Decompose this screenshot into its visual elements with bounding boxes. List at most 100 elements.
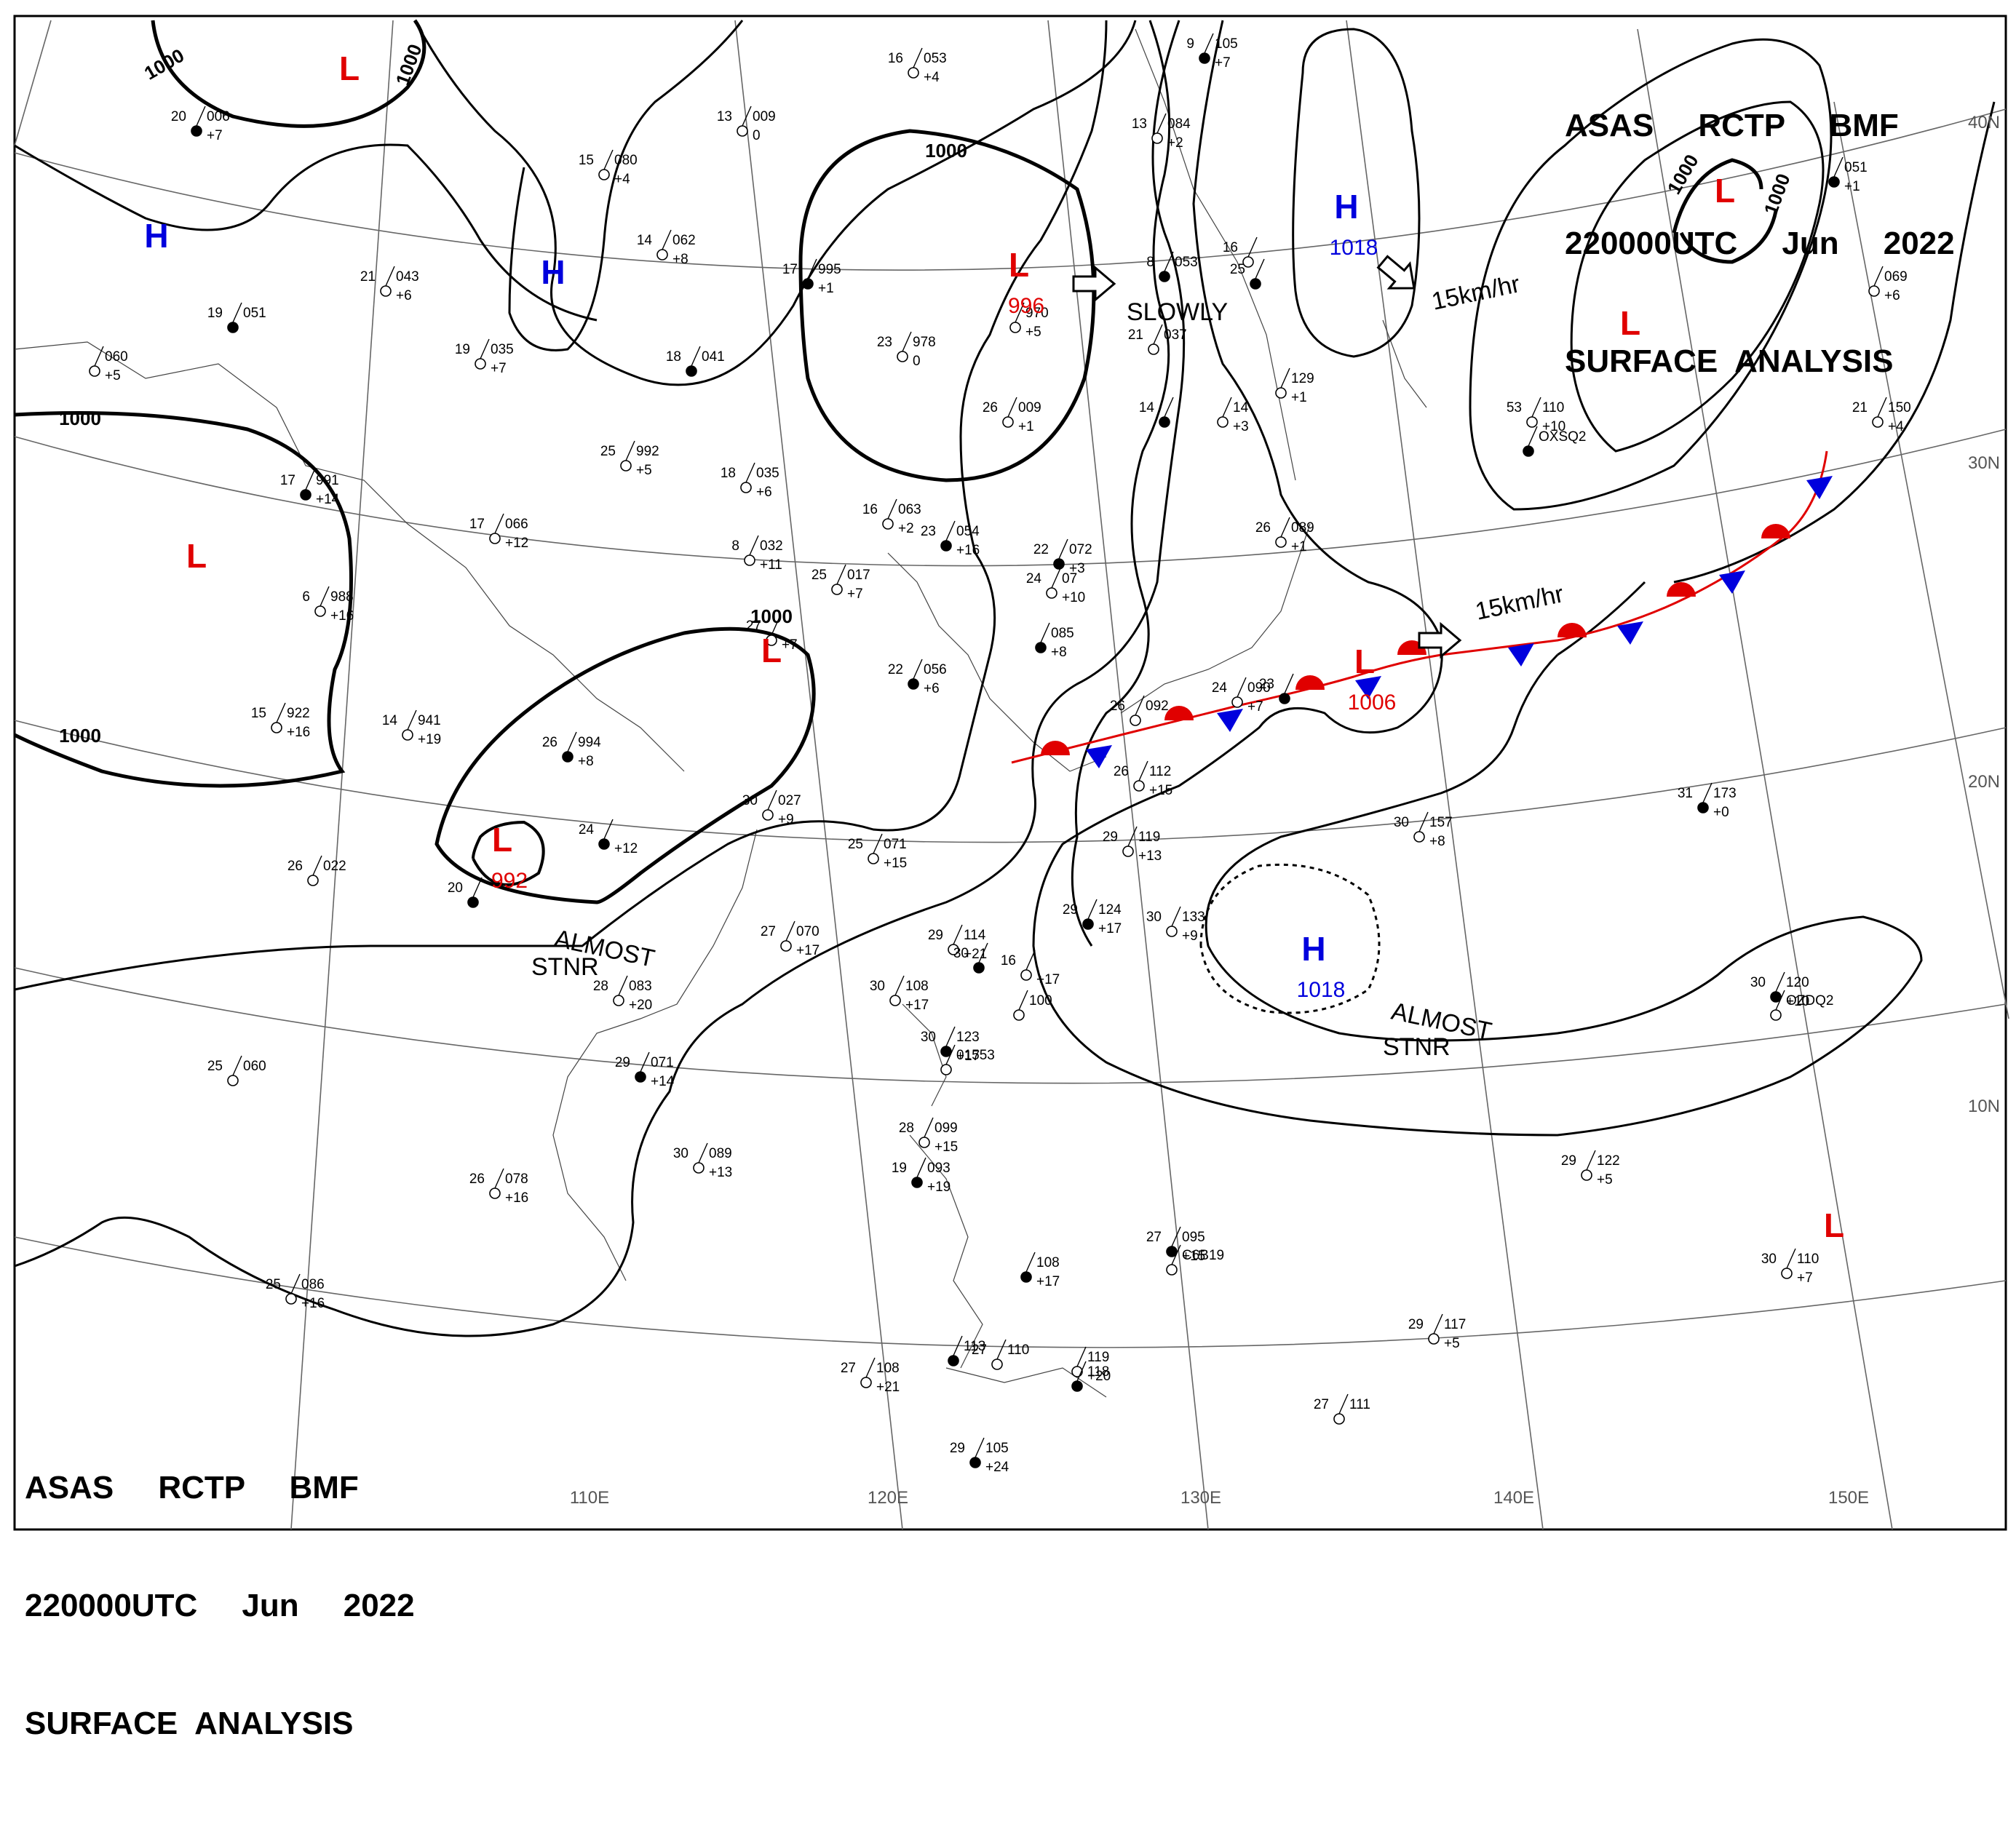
station-pressure: 119 (1087, 1350, 1109, 1365)
station-circle-icon (911, 1177, 923, 1188)
station-circle-icon (1166, 1264, 1178, 1276)
station-pressure: 970 (1025, 306, 1049, 321)
wind-barb-icon (1076, 1361, 1087, 1382)
station-pressure-tendency: +15 (1182, 1249, 1205, 1264)
station-pressure-tendency: +5 (636, 463, 652, 478)
station-temperature: 30 (673, 1146, 688, 1161)
center-pressure-label: 992 (491, 869, 528, 893)
station-pressure-tendency: +4 (924, 70, 940, 85)
station-circle-icon (1122, 846, 1134, 857)
wind-barb-icon (625, 440, 635, 461)
wind-barb-icon (1135, 695, 1145, 716)
station-plot: 17 066 +12 (469, 513, 528, 551)
station-circle-icon (635, 1071, 646, 1083)
station-plot: 18 041 (666, 346, 725, 377)
station-circle-icon (1009, 322, 1021, 333)
station-circle-icon (562, 751, 574, 763)
station-plot: 23 (1259, 673, 1294, 704)
station-pressure: 01553 (956, 1048, 995, 1063)
wind-barb-icon (232, 1055, 242, 1076)
station-circle-icon (831, 584, 843, 595)
station-pressure: 112 (1149, 764, 1171, 779)
wind-barb-icon (1873, 266, 1884, 287)
station-plot: 25 071 +15 (848, 833, 907, 871)
station-plot: OXSQ2 (1523, 426, 1586, 457)
station-plot: 060+5 (89, 346, 128, 383)
wind-barb-icon (1833, 156, 1844, 178)
station-pressure-tendency: +11 (760, 557, 782, 573)
station-circle-icon (1526, 416, 1538, 428)
station-pressure-tendency: +7 (207, 128, 223, 143)
center-pressure-label: 1018 (1330, 236, 1378, 260)
station-circle-icon (1428, 1333, 1440, 1345)
coastline (909, 1134, 983, 1369)
coastline (1382, 319, 1427, 408)
station-pressure-tendency: +10 (1062, 590, 1085, 605)
isobar-line (413, 20, 1137, 386)
station-pressure: 14 (1233, 400, 1249, 415)
station-circle-icon (314, 605, 326, 617)
station-plot: 28 099 +15 (899, 1117, 958, 1155)
station-circle-icon (489, 1188, 501, 1199)
station-pressure: OZDQ2 (1786, 993, 1833, 1009)
station-pressure-tendency: +1 (1291, 390, 1307, 405)
station-circle-icon (744, 554, 755, 566)
station-temperature: 30 (1750, 975, 1766, 990)
station-plot: 22 056 +6 (888, 659, 947, 696)
wind-barb-icon (1531, 397, 1541, 418)
meridian-line (14, 20, 52, 146)
station-circle-icon (467, 896, 479, 908)
station-temperature: 31 (1678, 786, 1693, 801)
station-circle-icon (598, 838, 610, 850)
station-pressure: 157 (1429, 815, 1453, 830)
station-plot: 26 092 (1110, 695, 1169, 726)
station-circle-icon (882, 518, 894, 530)
wind-barb-icon (1204, 33, 1214, 54)
station-pressure: 119 (1138, 830, 1160, 845)
station-circle-icon (227, 322, 239, 333)
wind-barb-icon (1255, 258, 1265, 279)
station-pressure: 099 (934, 1121, 958, 1136)
station-temperature: 8 (1146, 255, 1154, 270)
station-pressure: 070 (796, 924, 820, 939)
station-temperature: 19 (207, 306, 223, 321)
isobar-line (13, 411, 353, 788)
station-pressure: 035 (756, 466, 779, 481)
station-pressure: 027 (778, 793, 801, 808)
station-circle-icon (1013, 1009, 1025, 1021)
station-plot: 14 062 +8 (637, 229, 696, 267)
station-pressure: 089 (1291, 520, 1314, 536)
wind-barb-icon (232, 302, 242, 323)
station-pressure-tendency: +16 (505, 1190, 528, 1206)
station-pressure: 994 (578, 735, 601, 750)
station-pressure-tendency: +10 (1542, 419, 1565, 434)
title-line-3: SURFACE ANALYSIS (1565, 343, 1894, 379)
station-temperature: 21 (1128, 327, 1143, 343)
station-pressure: 117 (1444, 1317, 1466, 1332)
station-temperature: 25 (848, 837, 863, 852)
station-temperature: 24 (1212, 680, 1228, 696)
motion-annotation: 15km/hr (1429, 270, 1523, 316)
wind-barb-icon (1171, 1226, 1181, 1247)
wind-barb-icon (1051, 568, 1061, 589)
isobar-line (1292, 28, 1421, 358)
isobar-line (472, 820, 545, 886)
center-pressure-label: 1018 (1297, 978, 1346, 1002)
station-temperature: 29 (928, 928, 943, 943)
station-pressure: 086 (301, 1277, 325, 1292)
station-circle-icon (489, 533, 501, 544)
station-circle-icon (1148, 343, 1159, 355)
isobar-label: 1000 (925, 140, 967, 162)
station-plot: 13 009 0 (717, 106, 776, 143)
station-pressure-tendency: +1 (1018, 419, 1034, 434)
warm-front-symbol (1761, 524, 1790, 538)
station-pressure-tendency: +19 (927, 1179, 951, 1195)
wind-barb-icon (385, 266, 395, 287)
wind-barb-icon (1015, 302, 1025, 323)
station-pressure-tendency: +2 (898, 521, 914, 536)
station-circle-icon (1020, 1271, 1032, 1283)
wind-barb-icon (902, 331, 912, 352)
station-temperature: 26 (983, 400, 998, 415)
motion-annotation: STNR (1383, 1033, 1451, 1061)
